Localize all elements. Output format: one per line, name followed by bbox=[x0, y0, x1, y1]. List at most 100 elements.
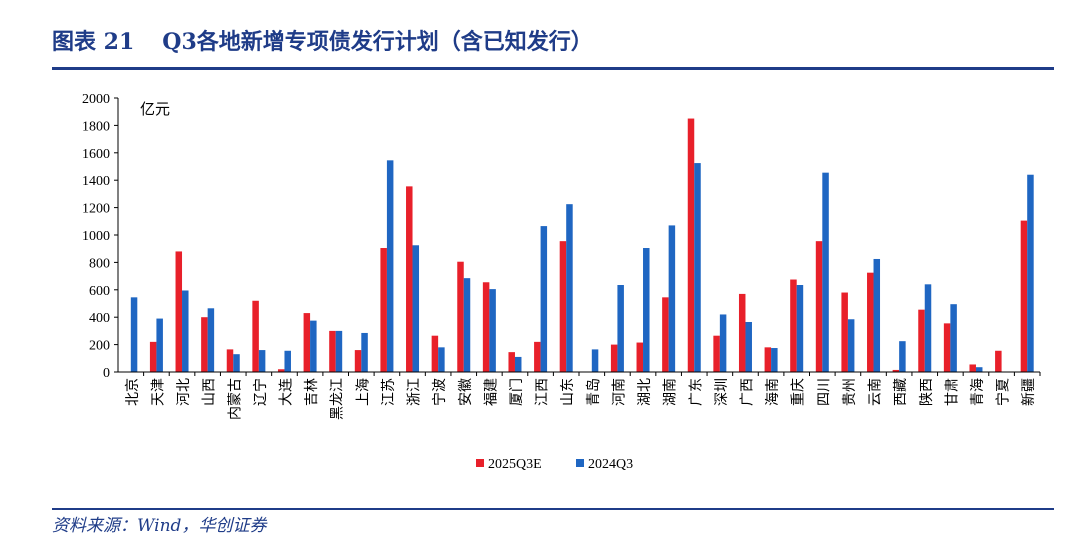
x-category-label: 浙江 bbox=[407, 378, 423, 406]
x-category-label: 海南 bbox=[765, 378, 781, 406]
bar-2024q3 bbox=[258, 350, 266, 372]
legend-swatch bbox=[476, 459, 484, 467]
x-category-label: 云南 bbox=[868, 378, 884, 406]
bar-2025q3e bbox=[175, 251, 183, 372]
bar-2025q3e bbox=[277, 369, 285, 372]
y-tick-label: 0 bbox=[103, 366, 110, 381]
bar-2024q3 bbox=[566, 204, 573, 372]
bar-2025q3e bbox=[636, 342, 644, 372]
bar-2024q3 bbox=[156, 318, 163, 372]
x-category-label: 湖北 bbox=[637, 378, 653, 406]
x-category-label: 陕西 bbox=[919, 378, 935, 406]
bar-2024q3 bbox=[540, 226, 548, 372]
bar-2025q3e bbox=[482, 282, 490, 372]
bar-2025q3e bbox=[1020, 220, 1028, 372]
bar-2024q3 bbox=[438, 347, 445, 372]
bar-2025q3e bbox=[508, 352, 515, 372]
bar-2024q3 bbox=[668, 225, 676, 372]
bar-2025q3e bbox=[662, 297, 669, 372]
bar-2025q3e bbox=[534, 341, 541, 372]
bar-2025q3e bbox=[764, 347, 772, 372]
x-category-label: 四川 bbox=[816, 378, 832, 406]
x-category-label: 福建 bbox=[483, 378, 499, 406]
x-category-label: 内蒙古 bbox=[227, 378, 243, 420]
bar-2024q3 bbox=[924, 284, 932, 372]
legend-label: 2025Q3E bbox=[488, 457, 542, 472]
footer-rule bbox=[52, 508, 1054, 510]
bar-2025q3e bbox=[687, 118, 695, 372]
x-category-label: 湖南 bbox=[663, 378, 679, 406]
y-tick-label: 400 bbox=[89, 311, 110, 326]
x-category-label: 深圳 bbox=[714, 378, 730, 406]
bar-2024q3 bbox=[899, 341, 906, 372]
legend-swatch bbox=[576, 459, 584, 467]
bar-2025q3e bbox=[559, 241, 567, 372]
bar-2025q3e bbox=[867, 272, 874, 372]
title-rule bbox=[52, 67, 1054, 70]
bar-2025q3e bbox=[790, 279, 797, 372]
x-category-label: 大连 bbox=[278, 378, 294, 406]
y-tick-label: 1200 bbox=[82, 202, 110, 217]
x-category-label: 西藏 bbox=[893, 378, 909, 406]
bar-2024q3 bbox=[1027, 174, 1034, 372]
bar-2025q3e bbox=[738, 293, 746, 372]
bar-2024q3 bbox=[643, 248, 650, 372]
bar-2025q3e bbox=[892, 369, 900, 372]
y-tick-label: 2000 bbox=[82, 92, 110, 107]
bar-2025q3e bbox=[406, 186, 413, 372]
x-category-label: 上海 bbox=[355, 378, 371, 406]
x-category-label: 新疆 bbox=[1021, 378, 1037, 406]
bar-2025q3e bbox=[149, 341, 157, 372]
x-category-label: 青岛 bbox=[586, 378, 602, 406]
x-category-label: 山东 bbox=[560, 378, 576, 406]
bar-2025q3e bbox=[841, 292, 848, 372]
x-category-label: 辽宁 bbox=[252, 378, 269, 406]
bar-2024q3 bbox=[822, 172, 829, 372]
bar-2024q3 bbox=[182, 290, 189, 372]
bar-2024q3 bbox=[361, 332, 368, 372]
x-category-label: 北京 bbox=[125, 378, 141, 406]
bar-2025q3e bbox=[303, 313, 311, 372]
bar-2024q3 bbox=[284, 350, 291, 372]
x-category-label: 宁夏 bbox=[995, 378, 1012, 406]
x-category-label: 山西 bbox=[202, 378, 218, 406]
y-tick-label: 1400 bbox=[82, 174, 110, 189]
x-category-label: 河南 bbox=[611, 378, 627, 406]
x-category-label: 广西 bbox=[739, 378, 755, 406]
bar-2025q3e bbox=[943, 323, 951, 372]
bar-2024q3 bbox=[412, 245, 420, 372]
bar-2025q3e bbox=[201, 317, 208, 372]
legend-label: 2024Q3 bbox=[588, 457, 633, 472]
y-tick-label: 600 bbox=[89, 284, 110, 299]
x-category-label: 厦门 bbox=[509, 378, 525, 406]
bar-2024q3 bbox=[335, 330, 343, 372]
x-category-label: 河北 bbox=[176, 378, 192, 406]
y-tick-label: 1000 bbox=[82, 229, 110, 244]
bar-2025q3e bbox=[252, 300, 259, 372]
bar-2024q3 bbox=[719, 314, 727, 372]
bar-2024q3 bbox=[796, 285, 804, 372]
bar-2025q3e bbox=[380, 248, 387, 372]
y-tick-label: 1600 bbox=[82, 147, 110, 162]
y-tick-label: 800 bbox=[89, 256, 110, 271]
bar-2025q3e bbox=[329, 330, 336, 372]
x-category-label: 重庆 bbox=[791, 378, 807, 406]
source-note: 资料来源：Wind，华创证券 bbox=[52, 516, 267, 536]
x-category-label: 黑龙江 bbox=[330, 378, 346, 420]
bar-2025q3e bbox=[918, 309, 925, 372]
bar-2024q3 bbox=[745, 321, 752, 372]
bar-2024q3 bbox=[873, 258, 881, 372]
x-category-label: 江西 bbox=[535, 378, 551, 406]
y-tick-label: 1800 bbox=[82, 119, 110, 134]
x-category-label: 青海 bbox=[970, 378, 986, 406]
x-category-label: 安徽 bbox=[458, 378, 474, 406]
bar-2024q3 bbox=[950, 304, 957, 372]
bar-2024q3 bbox=[233, 354, 240, 372]
bar-2025q3e bbox=[815, 241, 823, 372]
bar-2025q3e bbox=[969, 364, 976, 372]
bar-2024q3 bbox=[514, 356, 522, 372]
bar-2024q3 bbox=[463, 278, 471, 372]
bar-2025q3e bbox=[457, 261, 464, 372]
bar-2025q3e bbox=[354, 350, 362, 372]
bar-2024q3 bbox=[489, 289, 496, 372]
